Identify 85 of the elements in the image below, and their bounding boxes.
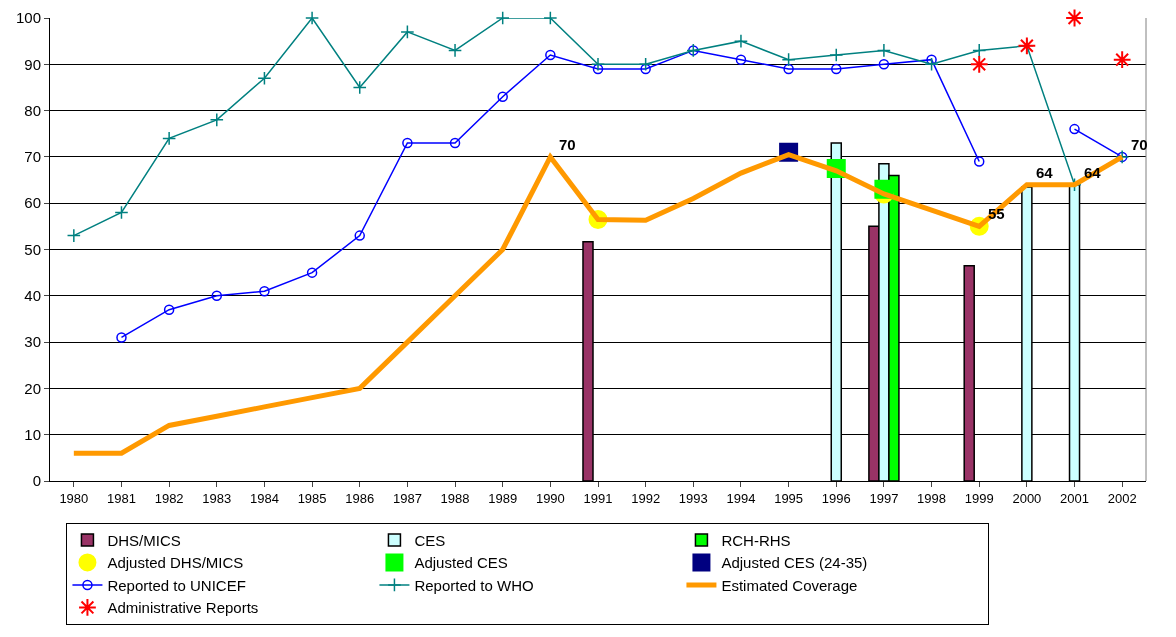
x-tick-label: 2000 xyxy=(1012,490,1042,506)
x-tick-label: 1982 xyxy=(154,490,184,506)
x-tick-label: 1984 xyxy=(249,490,279,506)
legend-label: Adjusted CES (24-35) xyxy=(721,554,868,572)
point xyxy=(878,59,890,70)
point xyxy=(402,137,413,149)
x-tick-label: 1985 xyxy=(297,490,327,506)
x-tick-label: 1987 xyxy=(392,490,422,506)
x-tick-label: 1980 xyxy=(59,490,89,506)
y-tick-label: 60 xyxy=(24,194,41,212)
point xyxy=(114,205,129,220)
x-tick-label: 1991 xyxy=(583,490,613,506)
x-tick-label: 1981 xyxy=(107,490,136,506)
legend-label: Administrative Reports xyxy=(107,599,259,617)
y-tick-label: 20 xyxy=(24,379,41,397)
x-tick-label: 1989 xyxy=(488,490,518,506)
point xyxy=(449,137,461,149)
data-label: 70 xyxy=(559,136,576,153)
x-tick-label: 1998 xyxy=(917,490,947,506)
point xyxy=(638,57,653,72)
point xyxy=(1065,8,1084,28)
data-label: 70 xyxy=(1131,136,1148,153)
point xyxy=(116,332,127,343)
legend-label: DHS/MICS xyxy=(107,531,181,549)
point xyxy=(926,54,937,65)
point xyxy=(545,49,556,61)
legend-label: Adjusted DHS/MICS xyxy=(107,554,244,572)
data-label: 64 xyxy=(1036,164,1054,181)
point xyxy=(972,43,987,58)
y-tick-label: 0 xyxy=(32,472,41,490)
point xyxy=(354,230,365,241)
x-tick-label: 1988 xyxy=(440,490,470,506)
y-tick-label: 50 xyxy=(24,240,41,258)
point xyxy=(733,34,749,49)
legend-label: Reported to UNICEF xyxy=(107,576,246,594)
point xyxy=(447,43,463,58)
y-tick-label: 80 xyxy=(24,101,41,119)
y-tick-label: 90 xyxy=(24,55,41,73)
point xyxy=(969,54,989,74)
point xyxy=(973,156,985,167)
point xyxy=(162,131,177,146)
point xyxy=(495,10,510,26)
x-tick-label: 1996 xyxy=(821,490,851,506)
x-tick-label: 1995 xyxy=(774,490,804,506)
y-tick-label: 100 xyxy=(15,9,41,27)
point xyxy=(400,24,415,39)
y-tick-label: 10 xyxy=(24,425,41,443)
point xyxy=(209,112,224,127)
legend-label: CES xyxy=(414,531,446,549)
point xyxy=(781,52,796,67)
x-tick-label: 1994 xyxy=(726,490,756,506)
point xyxy=(543,10,558,26)
point xyxy=(352,80,367,95)
point xyxy=(831,63,842,75)
x-tick-label: 1983 xyxy=(202,490,232,506)
y-tick-label: 30 xyxy=(24,333,41,351)
point xyxy=(497,91,508,102)
x-tick-label: 1999 xyxy=(964,490,994,506)
x-tick-label: 1992 xyxy=(631,490,661,506)
point xyxy=(259,285,270,297)
point xyxy=(1112,50,1132,70)
point xyxy=(211,290,223,302)
point xyxy=(66,228,81,243)
x-tick-label: 1990 xyxy=(535,490,565,506)
point xyxy=(306,267,318,278)
legend-label: Adjusted CES xyxy=(414,554,508,572)
x-tick-label: 1993 xyxy=(678,490,708,506)
x-tick-label: 1986 xyxy=(345,490,375,506)
legend-label: RCH-RHS xyxy=(721,531,791,549)
point xyxy=(876,43,891,58)
point xyxy=(257,71,272,86)
point xyxy=(305,10,320,26)
point xyxy=(163,304,175,315)
legend-label: Reported to WHO xyxy=(414,576,534,594)
point xyxy=(924,57,939,72)
x-tick-label: 2001 xyxy=(1060,490,1089,506)
legend-label: Estimated Coverage xyxy=(721,576,858,594)
point xyxy=(735,54,747,65)
point xyxy=(829,47,844,63)
x-tick-label: 1997 xyxy=(869,490,899,506)
y-tick-label: 70 xyxy=(24,148,41,166)
x-tick-label: 2002 xyxy=(1107,490,1137,506)
point xyxy=(783,63,794,75)
y-tick-label: 40 xyxy=(24,287,41,305)
point xyxy=(590,57,606,72)
